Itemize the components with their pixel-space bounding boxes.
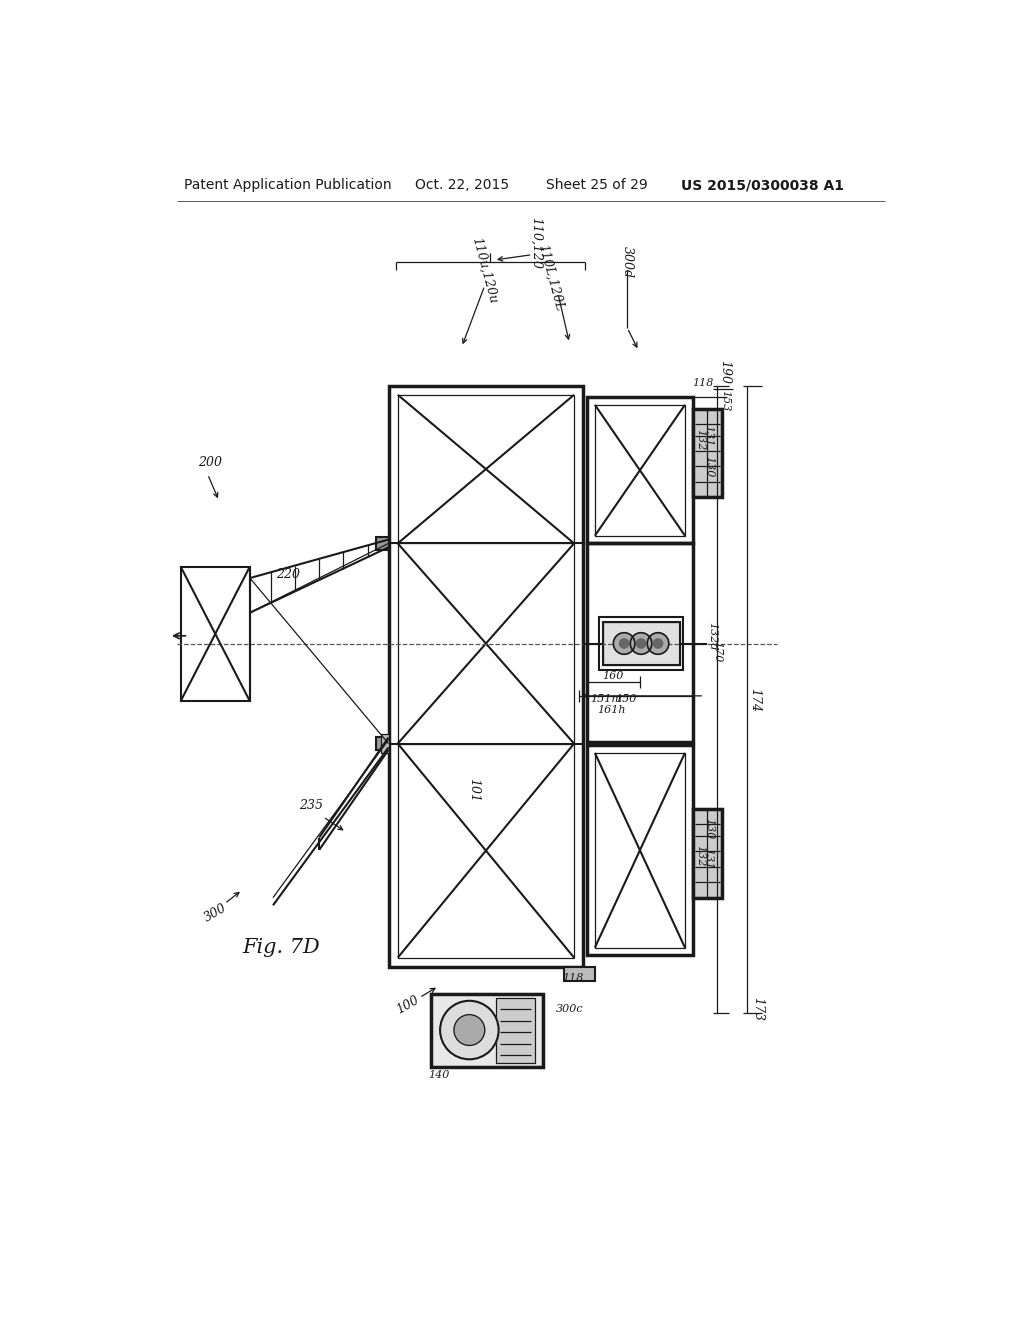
Text: Oct. 22, 2015: Oct. 22, 2015 [416,178,510,193]
Text: 131: 131 [703,849,713,870]
Circle shape [440,1001,499,1059]
Bar [376,738,388,750]
Circle shape [613,632,635,655]
Text: 110,120: 110,120 [529,216,543,269]
Text: 151m: 151m [591,694,623,704]
Bar [692,409,722,498]
Circle shape [620,639,629,648]
Circle shape [647,632,669,655]
Text: 131: 131 [703,425,713,446]
Text: 132: 132 [695,845,706,866]
Bar [692,409,722,498]
Text: 173: 173 [752,997,765,1022]
Text: 130: 130 [705,455,715,477]
Text: 118: 118 [562,973,584,983]
Circle shape [454,1015,484,1045]
Bar [599,616,683,671]
Bar [595,405,685,536]
Text: 110L,120L: 110L,120L [536,243,565,313]
Text: 140: 140 [428,1069,450,1080]
Bar [388,385,584,966]
Bar [376,537,388,549]
Circle shape [631,632,652,655]
Text: 130: 130 [705,817,715,840]
Circle shape [653,639,663,648]
Text: 300c: 300c [556,1005,584,1014]
Text: 100: 100 [394,994,422,1016]
Bar [431,994,543,1067]
Bar [692,809,722,898]
Text: 110u,120u: 110u,120u [470,235,500,305]
Text: 150: 150 [615,694,636,704]
Text: 300: 300 [202,902,229,924]
Text: 160: 160 [603,671,624,681]
Text: 132d: 132d [707,622,717,649]
Circle shape [637,639,646,648]
Bar [595,752,685,948]
Text: 132: 132 [695,429,706,450]
Text: 200: 200 [199,455,222,469]
Bar [397,395,574,958]
Bar [381,734,388,752]
Bar [587,744,692,956]
Text: 190: 190 [719,360,731,384]
Bar [587,397,692,544]
Text: 170: 170 [713,640,722,661]
Text: 161h: 161h [597,705,626,714]
Text: 235: 235 [299,799,324,812]
Bar [497,998,535,1063]
Text: 220: 220 [276,568,300,581]
Bar [564,966,595,981]
Bar [180,566,250,701]
Bar [602,622,680,665]
Bar [602,622,680,665]
Text: Patent Application Publication: Patent Application Publication [184,178,392,193]
Text: Fig. 7D: Fig. 7D [242,939,319,957]
Bar [431,994,543,1067]
Text: 118: 118 [692,379,714,388]
Text: 300d: 300d [621,247,634,279]
Text: 174: 174 [748,688,761,711]
Bar [587,544,692,742]
Text: 153: 153 [720,391,730,412]
Bar [692,809,722,898]
Text: US 2015/0300038 A1: US 2015/0300038 A1 [681,178,844,193]
Text: 101: 101 [467,777,479,801]
Text: Sheet 25 of 29: Sheet 25 of 29 [547,178,648,193]
